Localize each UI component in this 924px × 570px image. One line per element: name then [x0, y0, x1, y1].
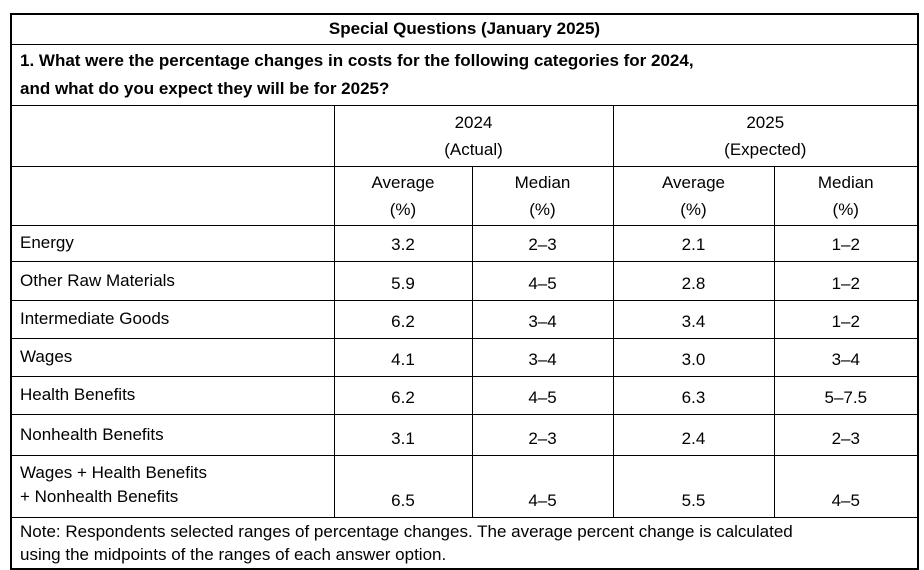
value-2025-average: 2.8: [612, 260, 775, 301]
category-label: Energy: [10, 224, 335, 262]
header-2025-median: Median (%): [773, 165, 919, 226]
category-label: Wages + Health Benefits + Nonhealth Bene…: [10, 454, 335, 518]
value-2025-average: 3.0: [612, 337, 775, 377]
column-group-2024-actual: 2024 (Actual): [333, 104, 614, 167]
table-row-intermediate-goods: Intermediate Goods 6.2 3–4 3.4 1–2: [10, 299, 919, 339]
category-label: Intermediate Goods: [10, 299, 335, 339]
value-2024-average: 5.9: [333, 260, 473, 301]
category-label: Nonhealth Benefits: [10, 413, 335, 456]
value-2024-median: 2–3: [471, 413, 614, 456]
category-label: Wages: [10, 337, 335, 377]
value-2025-median: 1–2: [773, 260, 919, 301]
value-2024-median: 3–4: [471, 299, 614, 339]
value-2025-median: 2–3: [773, 413, 919, 456]
value-2025-median: 5–7.5: [773, 375, 919, 415]
table-row-other-raw-materials: Other Raw Materials 5.9 4–5 2.8 1–2: [10, 260, 919, 301]
value-2025-average: 3.4: [612, 299, 775, 339]
header-2024-median: Median (%): [471, 165, 614, 226]
category-label: Health Benefits: [10, 375, 335, 415]
value-2024-average: 6.5: [333, 454, 473, 518]
value-2025-average: 5.5: [612, 454, 775, 518]
table-row-wages-plus-benefits: Wages + Health Benefits + Nonhealth Bene…: [10, 454, 919, 518]
header-2024-average: Average (%): [333, 165, 473, 226]
table-row-nonhealth-benefits: Nonhealth Benefits 3.1 2–3 2.4 2–3: [10, 413, 919, 456]
value-2025-average: 2.1: [612, 224, 775, 262]
value-2024-average: 3.1: [333, 413, 473, 456]
table-row-wages: Wages 4.1 3–4 3.0 3–4: [10, 337, 919, 377]
table-footnote: Note: Respondents selected ranges of per…: [10, 516, 919, 569]
value-2024-median: 3–4: [471, 337, 614, 377]
table-row-energy: Energy 3.2 2–3 2.1 1–2: [10, 224, 919, 262]
corner-empty-cell: [10, 104, 335, 167]
table-title: Special Questions (January 2025): [10, 13, 919, 45]
value-2024-median: 4–5: [471, 454, 614, 518]
value-2024-average: 6.2: [333, 299, 473, 339]
special-questions-table: Special Questions (January 2025) 1. What…: [10, 13, 920, 570]
header-2025-average: Average (%): [612, 165, 775, 226]
note-row: Note: Respondents selected ranges of per…: [10, 516, 919, 569]
value-2025-average: 2.4: [612, 413, 775, 456]
value-2024-median: 4–5: [471, 260, 614, 301]
value-2025-median: 4–5: [773, 454, 919, 518]
value-2025-median: 1–2: [773, 224, 919, 262]
title-row: Special Questions (January 2025): [10, 13, 919, 45]
value-2025-median: 1–2: [773, 299, 919, 339]
question-text: 1. What were the percentage changes in c…: [10, 43, 919, 106]
group-header-row: 2024 (Actual) 2025 (Expected): [10, 104, 919, 167]
value-2025-median: 3–4: [773, 337, 919, 377]
value-2024-average: 4.1: [333, 337, 473, 377]
sub-header-row: Average (%) Median (%) Average (%) Media…: [10, 165, 919, 226]
value-2024-average: 3.2: [333, 224, 473, 262]
value-2024-average: 6.2: [333, 375, 473, 415]
column-group-2025-expected: 2025 (Expected): [612, 104, 919, 167]
corner-empty-cell-2: [10, 165, 335, 226]
category-label: Other Raw Materials: [10, 260, 335, 301]
value-2024-median: 4–5: [471, 375, 614, 415]
question-row: 1. What were the percentage changes in c…: [10, 43, 919, 106]
table-row-health-benefits: Health Benefits 6.2 4–5 6.3 5–7.5: [10, 375, 919, 415]
value-2025-average: 6.3: [612, 375, 775, 415]
value-2024-median: 2–3: [471, 224, 614, 262]
